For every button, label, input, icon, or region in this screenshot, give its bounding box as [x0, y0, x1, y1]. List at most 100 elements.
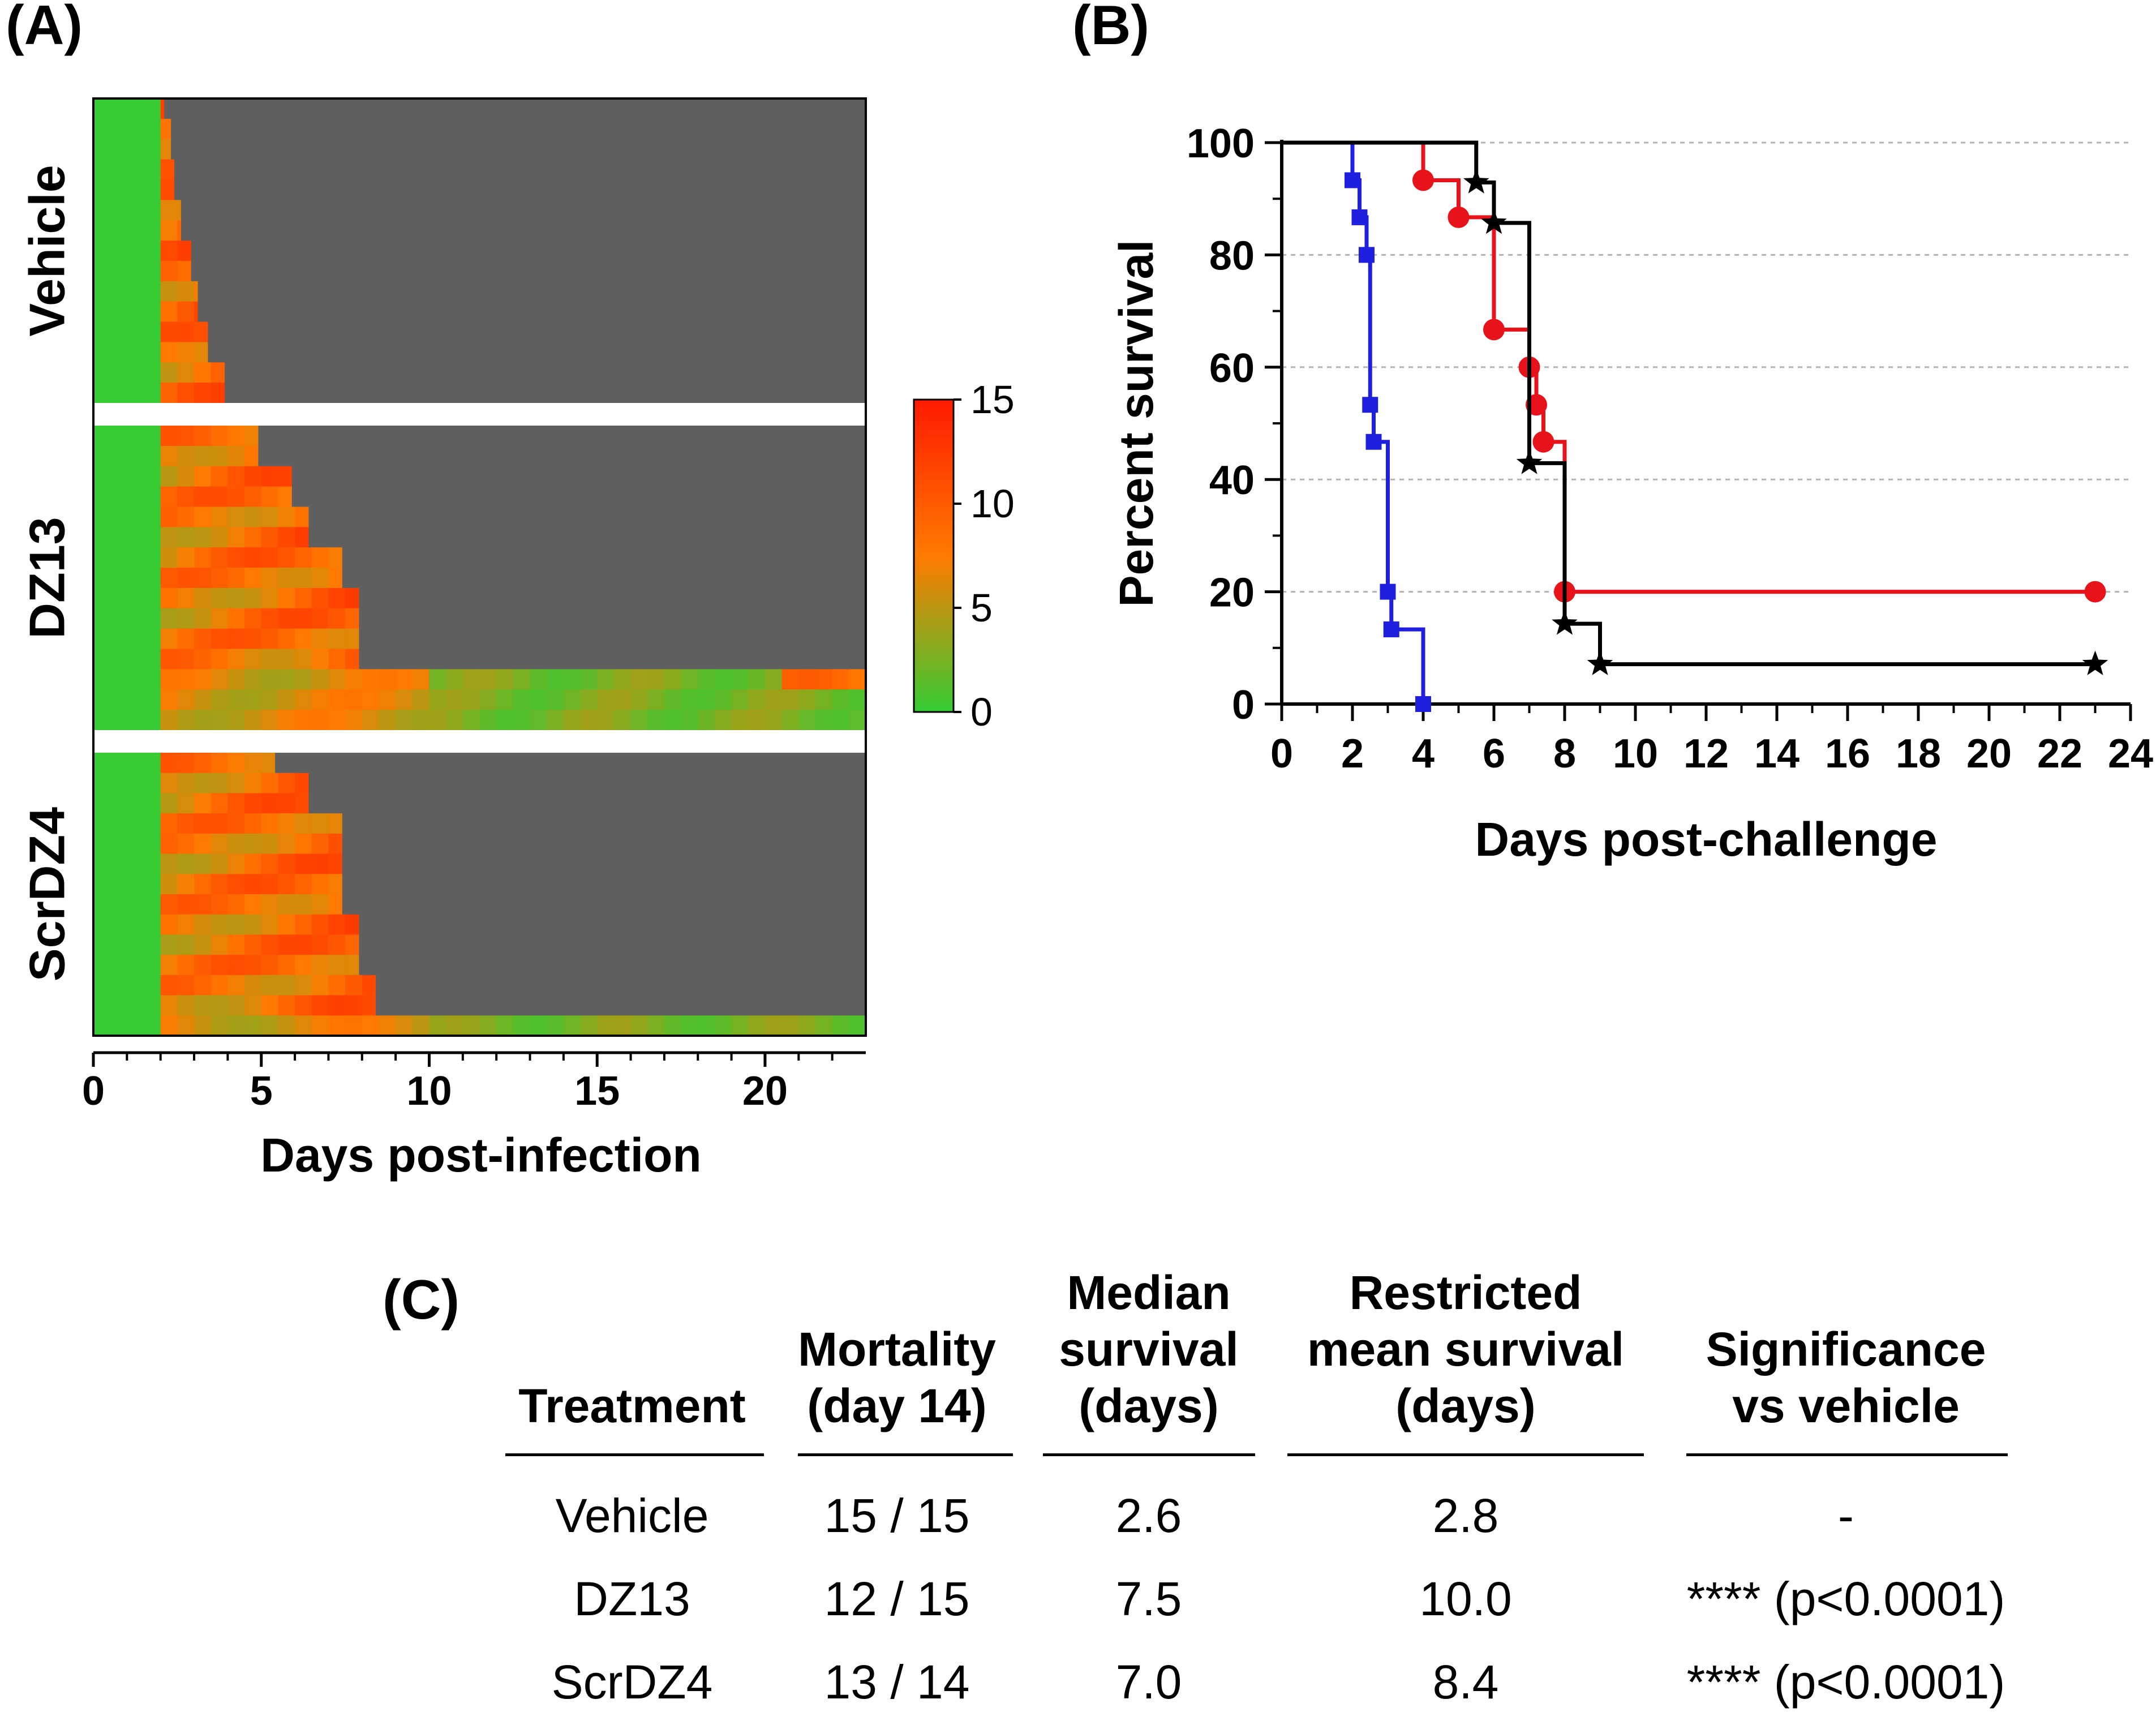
heatmap-cell [93, 689, 161, 710]
heatmap-cell [194, 342, 208, 363]
heatmap-cell [379, 689, 396, 710]
heatmap-cell [244, 995, 262, 1016]
heatmap-cell [832, 1015, 849, 1036]
heatmap-cell [630, 710, 648, 731]
heatmap-cell [160, 139, 171, 160]
heatmap-cell [781, 710, 799, 731]
heatmap-cell [160, 894, 178, 915]
heatmap-cell [278, 649, 295, 670]
heatmap-cell [765, 1015, 783, 1036]
heatmap-cell [160, 159, 175, 181]
survival-x-tick-label: 0 [1270, 731, 1293, 776]
heatmap-cell [311, 628, 329, 650]
heatmap-cell [244, 547, 262, 568]
heatmap-cell [194, 1015, 212, 1036]
heatmap-cell [177, 362, 195, 383]
heatmap-cell [194, 362, 212, 383]
heatmap-cell [177, 200, 181, 221]
heatmap-cell [311, 914, 329, 936]
heatmap-cell [194, 649, 212, 670]
heatmap-cell [244, 853, 262, 874]
heatmap-group-label: DZ13 [19, 517, 75, 638]
table-cell: - [1838, 1489, 1854, 1542]
table-header-rule [1043, 1453, 1255, 1456]
heatmap-cell [160, 689, 178, 710]
heatmap-cell [513, 669, 531, 690]
heatmap-cell [613, 669, 632, 690]
heatmap-cell [261, 934, 279, 955]
heatmap-cell [261, 710, 279, 731]
heatmap-cell [278, 710, 295, 731]
heatmap-cell [211, 628, 228, 650]
heatmap-cell [244, 568, 262, 589]
heatmap-cell [295, 649, 312, 670]
heatmap-x-axis-title: Days post-infection [260, 1129, 701, 1182]
heatmap-cell [160, 813, 178, 834]
heatmap-cell [328, 833, 342, 855]
survival-y-tick-label: 0 [1232, 683, 1255, 728]
heatmap-cell [244, 793, 262, 814]
heatmap-cell [244, 955, 262, 976]
heatmap-cell [328, 710, 346, 731]
heatmap-cell [278, 689, 295, 710]
table-cell: 13 / 14 [824, 1655, 970, 1709]
table-header-cell: (days) [1395, 1379, 1536, 1432]
heatmap-cell [211, 833, 228, 855]
heatmap-cell [93, 547, 161, 568]
heatmap-cell [194, 995, 212, 1016]
heatmap-cell [177, 628, 195, 650]
table-header-cell: Treatment [518, 1379, 746, 1432]
heatmap-cell [160, 98, 165, 119]
heatmap-cell [93, 833, 161, 855]
heatmap-cell [530, 669, 547, 690]
heatmap-cell [496, 669, 514, 690]
heatmap-cell [278, 894, 295, 915]
heatmap-cell [278, 608, 295, 629]
heatmap-cell [211, 669, 228, 690]
heatmap-cell [177, 301, 195, 323]
heatmap-cell [295, 568, 312, 589]
heatmap-cell [160, 853, 178, 874]
heatmap-cell [227, 874, 245, 895]
heatmap-cell [211, 383, 225, 404]
heatmap-cell [227, 527, 245, 548]
heatmap-x-tick-label: 20 [742, 1069, 788, 1114]
heatmap-cell [580, 1015, 598, 1036]
heatmap-cell [177, 260, 191, 282]
heatmap-cell [278, 507, 295, 527]
heatmap-cell [311, 894, 329, 915]
heatmap-cell [244, 934, 262, 955]
heatmap-cell [93, 568, 161, 589]
heatmap-cell [765, 689, 783, 710]
heatmap-cell [194, 426, 212, 447]
heatmap-cell [244, 507, 262, 527]
heatmap-cell [714, 1015, 732, 1036]
heatmap-cell [295, 628, 312, 650]
heatmap-cell [194, 955, 212, 976]
heatmap-cell [479, 669, 497, 690]
heatmap-cell [295, 874, 312, 895]
heatmap-cell [647, 710, 665, 731]
heatmap-cell [211, 914, 228, 936]
heatmap-cell [227, 426, 245, 447]
colorbar-tick-label: 0 [970, 690, 993, 734]
heatmap-cell [311, 833, 329, 855]
heatmap-cell [765, 710, 783, 731]
heatmap-cell [664, 669, 682, 690]
heatmap-cell [362, 710, 380, 731]
heatmap-cell [295, 773, 309, 794]
heatmap-cell [781, 689, 799, 710]
heatmap-cell [613, 689, 632, 710]
heatmap-cell [513, 1015, 531, 1036]
heatmap-cell [177, 773, 195, 794]
heatmap-cell [748, 710, 766, 731]
heatmap-cell [194, 813, 212, 834]
heatmap-chart: Vehicle DZ13 ScrDZ4 0 5 10 15 20 Days post-infec… [19, 97, 1015, 1182]
heatmap-cell [362, 975, 376, 996]
heatmap-cell [295, 955, 312, 976]
heatmap-cell [177, 608, 195, 629]
heatmap-cell [93, 507, 161, 527]
survival-marker-dz13 [2084, 581, 2106, 603]
survival-marker-vehicle [1351, 209, 1368, 225]
heatmap-cell [278, 853, 295, 874]
